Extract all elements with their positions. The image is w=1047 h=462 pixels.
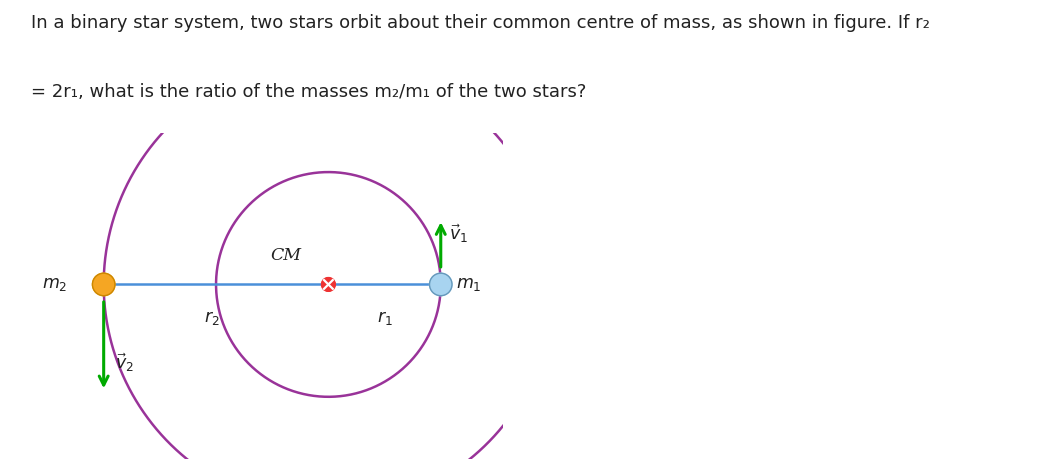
- Text: $\vec{v}_2$: $\vec{v}_2$: [115, 352, 134, 374]
- Circle shape: [429, 273, 452, 296]
- Circle shape: [92, 273, 115, 296]
- Circle shape: [321, 278, 335, 291]
- Text: = 2r₁, what is the ratio of the masses m₂/m₁ of the two stars?: = 2r₁, what is the ratio of the masses m…: [31, 83, 586, 101]
- Text: $m_1$: $m_1$: [456, 276, 482, 293]
- Text: $\vec{v}_1$: $\vec{v}_1$: [448, 223, 468, 245]
- Text: In a binary star system, two stars orbit about their common centre of mass, as s: In a binary star system, two stars orbit…: [31, 14, 931, 32]
- Text: CM: CM: [270, 247, 300, 264]
- Text: $r_1$: $r_1$: [377, 309, 393, 327]
- Text: $m_2$: $m_2$: [42, 276, 68, 293]
- Text: $r_2$: $r_2$: [204, 309, 220, 327]
